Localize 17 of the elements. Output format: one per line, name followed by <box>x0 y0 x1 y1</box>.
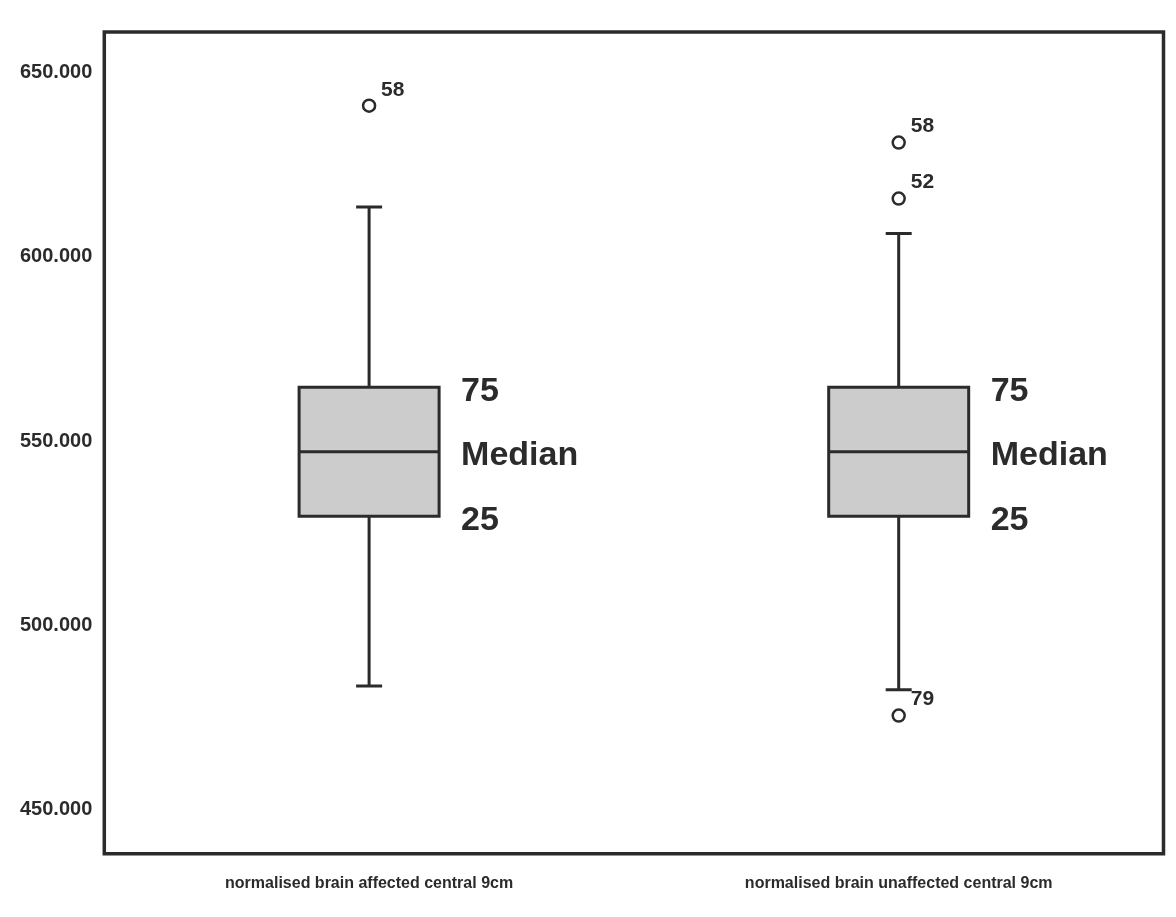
y-tick-label: 500.000 <box>20 612 93 635</box>
annotation: Median <box>461 434 579 473</box>
annotation: 75 <box>990 369 1029 408</box>
annotation: 79 <box>910 686 935 710</box>
y-tick-label: 650.000 <box>20 60 93 83</box>
annotation: 52 <box>910 169 935 193</box>
annotation: 58 <box>381 76 405 100</box>
annotation: 75 <box>461 369 499 408</box>
annotation: Median <box>990 434 1108 473</box>
x-tick-label: normalised brain unaffected central 9cm <box>744 873 1053 891</box>
annotation: 58 <box>910 113 935 137</box>
annotation: 25 <box>990 498 1029 537</box>
y-tick-label: 450.000 <box>20 797 93 820</box>
annotation: 25 <box>461 498 499 537</box>
y-tick-label: 600.000 <box>20 244 93 267</box>
x-tick-label: normalised brain affected central 9cm <box>225 873 514 891</box>
y-tick-label: 550.000 <box>20 428 93 451</box>
